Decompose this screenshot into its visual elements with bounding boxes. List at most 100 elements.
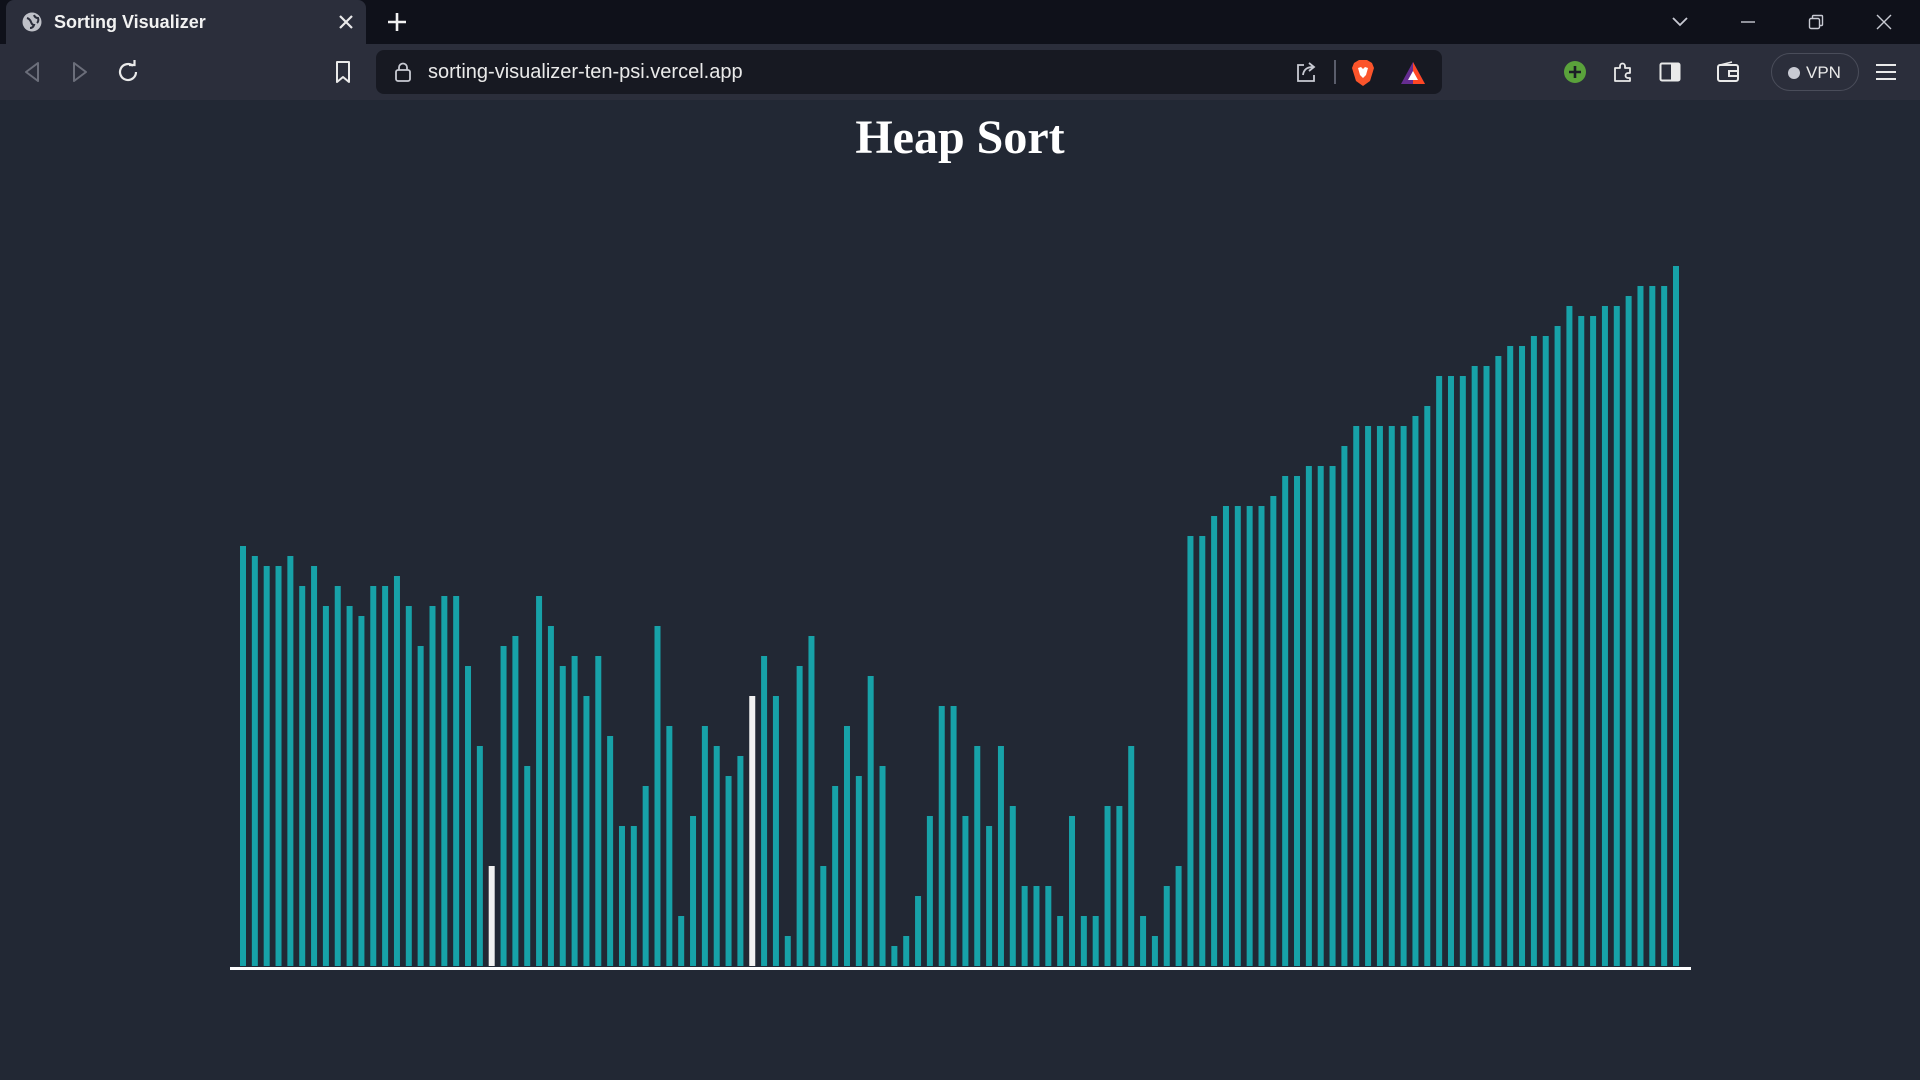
array-bar <box>879 766 886 966</box>
array-bar <box>583 696 590 966</box>
array-bar <box>1163 886 1170 966</box>
extension-button[interactable] <box>1561 58 1589 86</box>
array-bar <box>1080 916 1087 966</box>
browser-tab[interactable]: Sorting Visualizer <box>6 0 366 44</box>
array-bar <box>1661 286 1668 966</box>
array-bar <box>1471 366 1478 966</box>
array-bar <box>465 666 472 966</box>
array-bar <box>1199 536 1206 966</box>
vpn-button[interactable]: VPN <box>1771 53 1859 91</box>
array-bar <box>1519 346 1526 966</box>
array-bar <box>1365 426 1372 966</box>
array-bar <box>346 606 353 966</box>
array-bar <box>1625 296 1632 966</box>
array-bar <box>915 896 922 966</box>
bars-baseline <box>230 967 1691 970</box>
main-menu-button[interactable] <box>1872 58 1900 86</box>
array-bar <box>666 726 673 966</box>
array-bar <box>1495 356 1502 966</box>
array-bar <box>382 586 389 966</box>
array-bar <box>441 596 448 966</box>
array-bar <box>1400 426 1407 966</box>
title-bar: Sorting Visualizer <box>0 0 1920 44</box>
array-bar <box>1057 916 1064 966</box>
array-bar <box>784 936 791 966</box>
array-bar <box>737 756 744 966</box>
array-bar <box>903 936 910 966</box>
array-bar <box>571 656 578 966</box>
array-bar <box>607 736 614 966</box>
reload-icon <box>118 60 138 82</box>
array-bar <box>1601 306 1608 966</box>
array-bar <box>595 656 602 966</box>
array-bar <box>393 576 400 966</box>
array-bar <box>334 586 341 966</box>
address-bar[interactable]: sorting-visualizer-ten-psi.vercel.app <box>376 50 1442 94</box>
array-bar <box>1353 426 1360 966</box>
close-tab-icon[interactable] <box>336 12 356 32</box>
close-window-button[interactable] <box>1850 0 1918 44</box>
array-bar <box>1140 916 1147 966</box>
array-bar <box>1507 346 1514 966</box>
back-button[interactable] <box>18 58 46 86</box>
hamburger-menu-icon <box>1876 64 1896 80</box>
array-bar <box>500 646 507 966</box>
array-bar <box>1649 286 1656 966</box>
array-bar <box>322 606 329 966</box>
array-bar <box>1376 426 1383 966</box>
extensions-button[interactable] <box>1609 58 1637 86</box>
page-viewport: Heap Sort <box>0 100 1920 1080</box>
minimize-button[interactable] <box>1714 0 1782 44</box>
array-bar <box>1069 816 1076 966</box>
chevron-down-icon <box>1672 17 1688 27</box>
array-bar <box>630 826 637 966</box>
array-bar <box>405 606 412 966</box>
close-icon <box>1876 14 1892 30</box>
forward-button[interactable] <box>66 58 94 86</box>
share-icon[interactable] <box>1294 60 1318 84</box>
array-bar <box>618 826 625 966</box>
brave-shields-icon[interactable] <box>1350 59 1376 87</box>
array-bar <box>453 596 460 966</box>
array-bar <box>926 816 933 966</box>
array-bar <box>263 566 270 966</box>
array-bar <box>843 726 850 966</box>
array-bar <box>1222 506 1229 966</box>
array-bar-active <box>488 866 495 966</box>
tab-search-button[interactable] <box>1646 0 1714 44</box>
array-bar <box>1590 316 1597 966</box>
array-bar <box>1341 446 1348 966</box>
puzzle-icon <box>1614 62 1631 82</box>
array-bar <box>713 746 720 966</box>
array-bar <box>1317 466 1324 966</box>
rewards-triangle-icon[interactable] <box>1400 61 1426 85</box>
reload-button[interactable] <box>114 58 142 86</box>
new-tab-icon[interactable] <box>386 11 408 33</box>
array-bar <box>701 726 708 966</box>
back-arrow-icon <box>25 62 39 82</box>
page-title: Heap Sort <box>855 111 1065 164</box>
array-bar <box>417 646 424 966</box>
array-bar <box>974 746 981 966</box>
url-text[interactable]: sorting-visualizer-ten-psi.vercel.app <box>428 61 743 83</box>
wallet-icon <box>1717 61 1739 82</box>
array-bar <box>311 566 318 966</box>
array-bar <box>796 666 803 966</box>
array-bar <box>476 746 483 966</box>
tab-title: Sorting Visualizer <box>54 12 206 32</box>
array-bar <box>547 626 554 966</box>
array-bar <box>1128 746 1135 966</box>
array-bar <box>832 786 839 966</box>
array-bar <box>1104 806 1111 966</box>
bookmark-button[interactable] <box>329 58 357 86</box>
sidebar-toggle-button[interactable] <box>1656 58 1684 86</box>
forward-arrow-icon <box>73 62 87 82</box>
array-bar <box>938 706 945 966</box>
wallet-button[interactable] <box>1714 58 1742 86</box>
array-bar <box>1483 366 1490 966</box>
address-bar-divider <box>1334 60 1336 84</box>
array-bar <box>891 946 898 966</box>
array-bar <box>808 636 815 966</box>
restore-button[interactable] <box>1782 0 1850 44</box>
array-bar <box>962 816 969 966</box>
